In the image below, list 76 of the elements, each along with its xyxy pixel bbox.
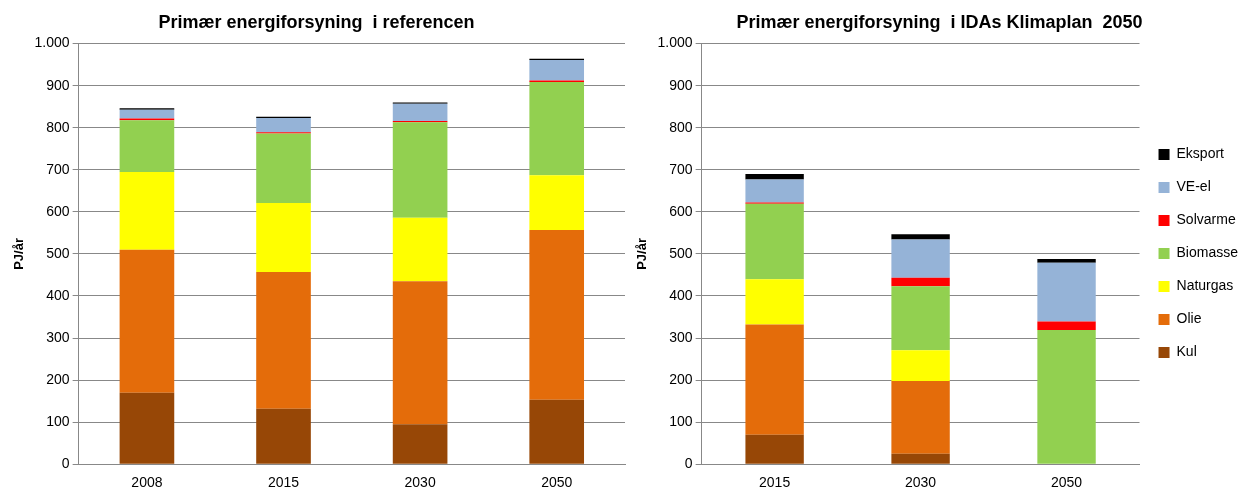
y-tick-label: 900 [669, 76, 693, 93]
y-tick-label: 500 [669, 244, 693, 261]
legend-label: Olie [1176, 310, 1202, 327]
y-tick-label: 1.000 [657, 34, 693, 51]
y-tick-label: 800 [46, 118, 70, 135]
legend-label: VE-el [1176, 178, 1211, 195]
y-tick-label: 900 [46, 76, 70, 93]
y-axis-title: PJ/år [11, 237, 27, 270]
bar [529, 81, 585, 176]
bar [256, 203, 311, 272]
y-tick-label: 300 [46, 328, 70, 345]
x-tick-label: 2050 [541, 474, 573, 491]
bar [119, 392, 175, 464]
y-tick-label: 400 [46, 286, 70, 303]
bar [745, 179, 804, 203]
y-tick-label: 200 [669, 370, 693, 387]
bar [392, 122, 448, 218]
bar [891, 380, 950, 454]
bar [392, 103, 448, 121]
y-tick-label: 0 [61, 455, 70, 472]
chart-title: Primær energiforsyning i referencen [158, 11, 475, 32]
bar [1037, 258, 1096, 263]
y-tick-label: 400 [669, 286, 693, 303]
bar [529, 229, 585, 400]
bar [256, 118, 311, 133]
y-tick-label: 200 [46, 370, 70, 387]
bar [891, 350, 950, 381]
bar [1037, 321, 1096, 331]
y-tick-label: 100 [669, 413, 693, 429]
bar [392, 281, 448, 425]
bar [891, 234, 950, 240]
bar [891, 239, 950, 278]
bar [1037, 262, 1096, 322]
y-tick-label: 1.000 [34, 34, 70, 51]
bar [745, 279, 804, 325]
bar [256, 133, 311, 204]
y-tick-label: 500 [46, 244, 70, 261]
bar [392, 424, 448, 464]
bar [256, 408, 311, 464]
x-tick-label: 2030 [905, 474, 937, 491]
bar [119, 171, 175, 250]
bar [529, 175, 585, 230]
bar [891, 453, 950, 464]
y-tick-label: 700 [669, 160, 693, 177]
x-tick-label: 2015 [267, 474, 300, 491]
y-tick-label: 300 [669, 328, 693, 345]
legend-label: Kul [1176, 343, 1197, 360]
bar [256, 271, 311, 409]
chart-title: Primær energiforsyning i IDAs Klimaplan 2050 [736, 11, 1143, 32]
y-tick-label: 0 [684, 455, 693, 472]
x-tick-label: 2008 [131, 474, 163, 491]
bar [745, 324, 804, 435]
legend-label: Solvarme [1176, 211, 1236, 228]
y-tick-label: 100 [46, 413, 70, 429]
bar [392, 217, 448, 282]
legend-label: Eksport [1176, 145, 1225, 162]
legend-label: Biomasse [1176, 244, 1239, 261]
y-axis-title: PJ/år [634, 237, 650, 270]
y-tick-label: 700 [46, 160, 70, 177]
y-tick-label: 600 [46, 202, 70, 219]
legend-label: Naturgas [1176, 277, 1234, 294]
bar [119, 249, 175, 393]
bar [745, 173, 804, 180]
bar [891, 277, 950, 287]
bar [891, 286, 950, 351]
y-tick-label: 800 [669, 118, 693, 135]
bar [119, 120, 175, 172]
x-tick-label: 2050 [1050, 474, 1083, 491]
bar [529, 60, 585, 81]
y-tick-label: 600 [669, 202, 693, 219]
bar [1037, 330, 1096, 464]
bar [745, 203, 804, 280]
bar [745, 434, 804, 464]
x-tick-label: 2030 [404, 474, 436, 491]
bar [529, 399, 585, 464]
x-tick-label: 2015 [759, 474, 791, 491]
